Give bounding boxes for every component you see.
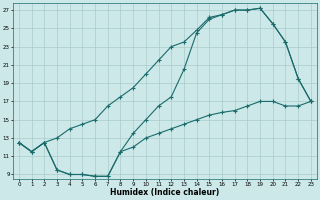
X-axis label: Humidex (Indice chaleur): Humidex (Indice chaleur) bbox=[110, 188, 220, 197]
